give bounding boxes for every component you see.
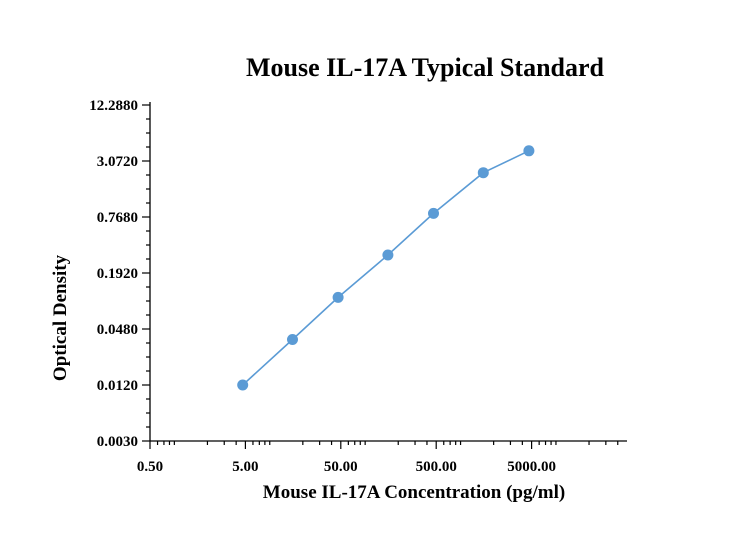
y-tick-label: 0.1920 [97, 266, 138, 282]
ticks [142, 104, 619, 449]
series-line [242, 150, 530, 386]
y-tick-label: 0.7680 [97, 210, 138, 226]
axes [149, 102, 627, 442]
y-tick-label: 3.0720 [97, 154, 138, 170]
x-tick-label: 0.50 [137, 459, 163, 475]
y-tick-label: 0.0480 [97, 322, 138, 338]
chart-title: Mouse IL-17A Typical Standard [246, 53, 605, 82]
y-tick-label: 0.0030 [97, 434, 138, 450]
data-point [477, 167, 489, 179]
x-tick-label: 5000.00 [507, 459, 556, 475]
data-point [287, 334, 298, 345]
x-tick-label: 50.00 [324, 459, 358, 475]
x-axis-label: Mouse IL-17A Concentration (pg/ml) [263, 482, 565, 503]
x-tick-label: 500.00 [416, 459, 457, 475]
data-point [523, 145, 535, 157]
data-point [237, 379, 249, 391]
series [237, 145, 535, 391]
y-tick-label: 0.0120 [97, 378, 138, 394]
data-point [332, 291, 344, 303]
y-tick-label: 12.2880 [89, 98, 138, 114]
tick-labels: 0.50 5.00 50.00 500.00 5000.00 0.0030 0.0120 0.… [89, 98, 556, 475]
data-point [428, 207, 439, 219]
y-axis-label: Optical Density [50, 254, 71, 381]
x-tick-label: 5.00 [232, 459, 258, 475]
data-point [382, 249, 394, 261]
